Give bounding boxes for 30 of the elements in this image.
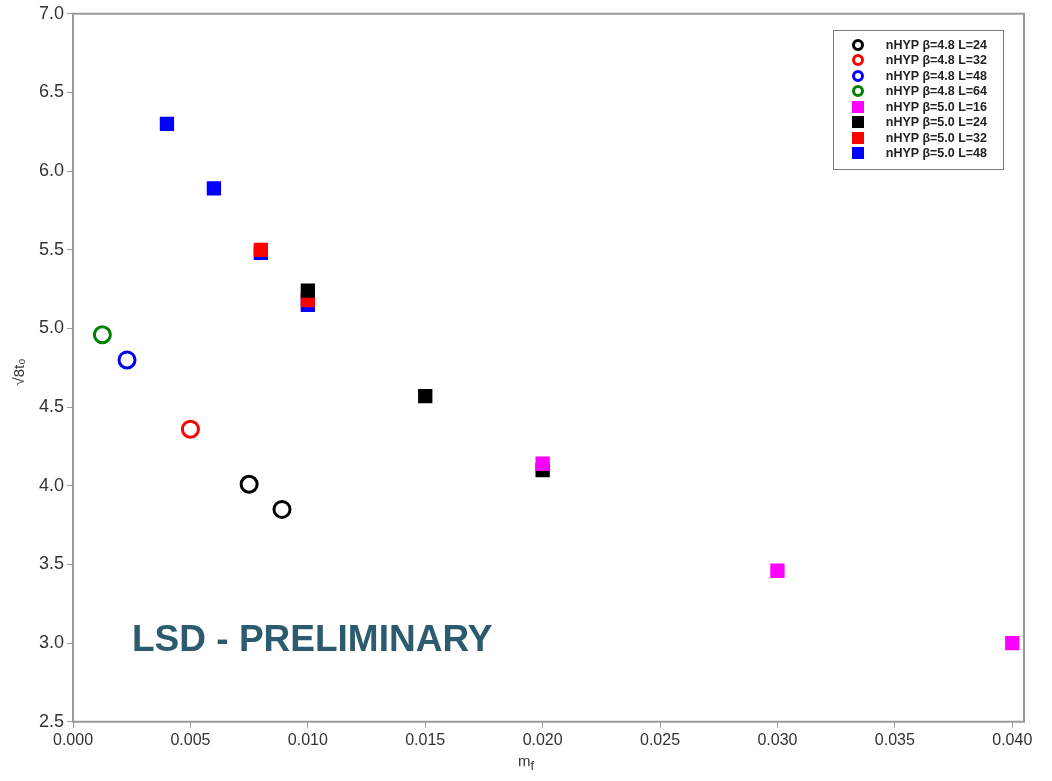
x-tick-label: 0.020 xyxy=(522,730,563,748)
legend-label: nHYP β=4.8 L=64 xyxy=(885,84,987,99)
legend-label: nHYP β=4.8 L=48 xyxy=(885,68,987,83)
x-tick-label: 0.035 xyxy=(874,730,915,748)
y-tick-label: 2.5 xyxy=(38,710,65,731)
x-tick-label: 0.040 xyxy=(992,730,1033,748)
x-tick-label: 0.005 xyxy=(170,730,211,748)
x-tick-label: 0.010 xyxy=(287,730,328,748)
legend-label: nHYP β=4.8 L=24 xyxy=(885,37,987,52)
x-tick-label: 0.015 xyxy=(405,730,446,748)
y-tick-label: 3.5 xyxy=(38,553,65,574)
legend-label: nHYP β=5.0 L=24 xyxy=(885,115,987,130)
x-tick-label: 0.000 xyxy=(53,730,94,748)
x-tick-label: 0.030 xyxy=(757,730,798,748)
legend-label: nHYP β=5.0 L=16 xyxy=(885,99,987,114)
y-tick-label: 5.0 xyxy=(38,317,65,338)
y-tick-label: 6.0 xyxy=(38,160,65,181)
y-tick-label: 5.5 xyxy=(38,238,65,259)
y-tick-label: 6.5 xyxy=(38,81,65,102)
legend-label: nHYP β=5.0 L=48 xyxy=(885,146,987,161)
y-tick-label: 7.0 xyxy=(38,2,65,23)
y-tick-label: 3.0 xyxy=(38,632,65,653)
y-axis-title: √8t₀ xyxy=(9,358,27,386)
legend-label: nHYP β=5.0 L=32 xyxy=(885,130,987,145)
x-axis-title: m$_{f}$ xyxy=(517,752,535,773)
y-tick-label: 4.0 xyxy=(38,474,65,495)
x-tick-label: 0.025 xyxy=(640,730,681,748)
annotation: LSD - PRELIMINARY xyxy=(132,618,493,660)
y-tick-label: 4.5 xyxy=(38,396,65,417)
legend-label: nHYP β=4.8 L=32 xyxy=(885,53,987,68)
